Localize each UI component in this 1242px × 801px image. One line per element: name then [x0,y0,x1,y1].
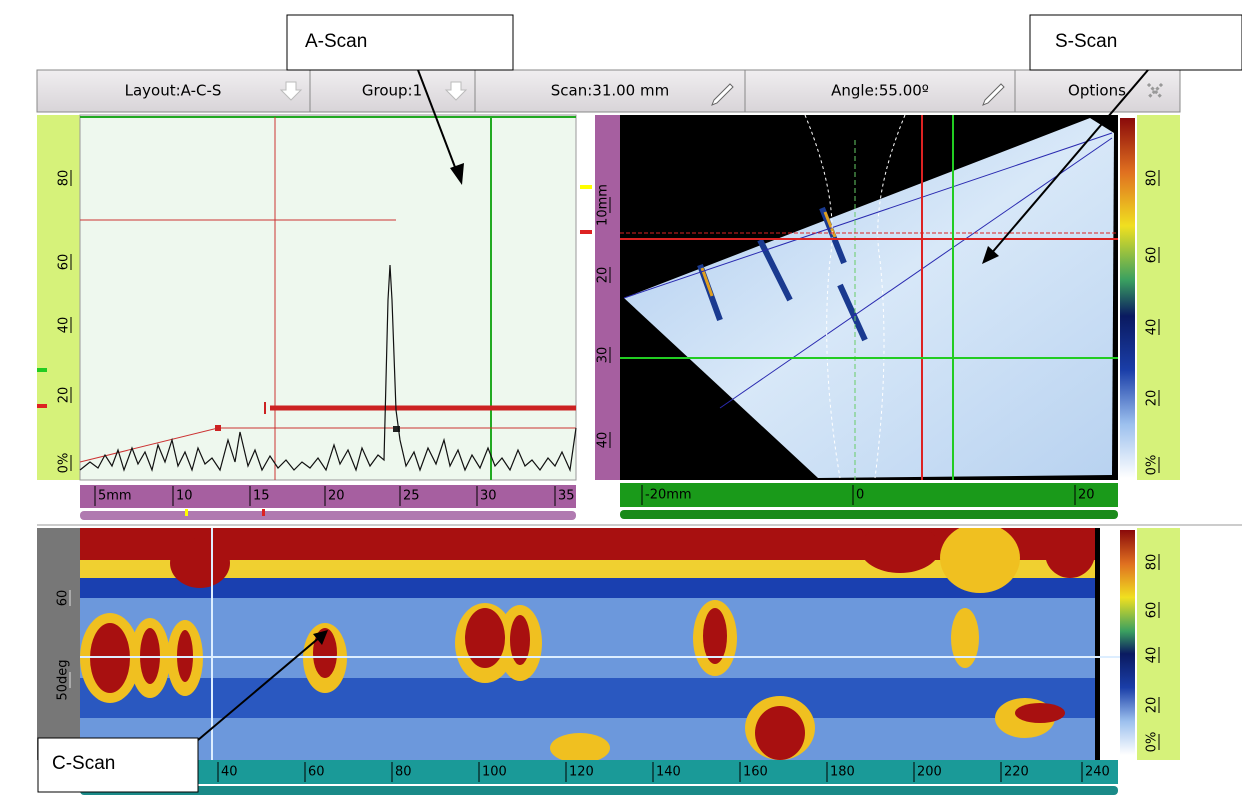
c-scan-panel [37,523,1180,795]
ruler-marker [185,509,188,516]
ruler-label: -20mm [645,488,692,503]
ruler-label: 40 [57,317,72,334]
ruler-label: 60 [57,254,72,271]
color-scale [1120,530,1135,755]
ruler-label: 20 [596,267,611,284]
index-ruler [620,483,1118,507]
level-marker [580,230,592,234]
ruler-label: 40 [596,432,611,449]
ruler-label: 20 [1145,697,1160,714]
ruler-label: 40 [221,765,238,780]
ruler-label: 60 [1145,602,1160,619]
color-scale [1120,118,1135,478]
centerline-label: CL [847,129,864,144]
s-scan-panel [580,115,1180,519]
ut-screen: A-Scan S-Scan C-Scan Layout:A-C-S Group:1… [0,0,1242,797]
depth-ruler [595,115,620,480]
toolbar-label: Layout:A-C-S [125,82,222,100]
callout-label: S-Scan [1055,31,1117,52]
ruler-label: 200 [917,765,942,780]
angle-ruler [37,528,80,760]
c-scan-band [80,678,1100,718]
ruler-label: 160 [743,765,768,780]
ruler-label: 40 [1145,647,1160,664]
a-scan-panel [37,115,576,520]
ruler-label: 0% [57,453,72,474]
ruler-label: 20 [328,489,345,504]
ruler-label: 0% [1145,455,1160,476]
ruler-label: 220 [1004,765,1029,780]
ruler-label: 10mm [596,184,611,226]
ruler-label: 60 [1145,247,1160,264]
ruler-label: 80 [395,765,412,780]
toolbar-label: Group:1 [362,82,422,100]
ruler-label: 180 [830,765,855,780]
scroll-bar[interactable] [620,510,1118,519]
ruler-label: 80 [1145,554,1160,571]
callout-label: C-Scan [52,753,115,774]
a-scan-plot [80,115,576,480]
toolbar-label: Angle:55.00º [831,82,929,100]
ruler-label: 40 [1145,319,1160,336]
ruler-label: 80 [57,170,72,187]
scroll-bar[interactable] [80,786,1118,795]
ruler-label: 25 [403,489,420,504]
ruler-label: 60 [308,765,325,780]
ruler-label: 50deg [56,659,71,700]
scroll-bar[interactable] [80,511,576,520]
ruler-label: 20 [1145,390,1160,407]
ruler-label: 60 [56,590,71,607]
c-scan-edge [1095,528,1100,760]
c-scan-plot [80,523,1100,763]
ruler-label: 10 [176,489,193,504]
ruler-label: 35 [558,489,575,504]
ruler-label: 0% [1145,732,1160,753]
toolbar-label: Scan:31.00 mm [551,82,669,100]
ruler-label: 15 [253,489,270,504]
level-marker [37,404,47,408]
ruler-label: 240 [1085,765,1110,780]
ruler-label: 140 [656,765,681,780]
ruler-label: 20 [1078,488,1095,503]
ruler-label: 30 [596,347,611,364]
ruler-label: 20 [57,387,72,404]
ruler-label: 80 [1145,170,1160,187]
level-marker [37,368,47,372]
ruler-label: 5mm [98,489,132,504]
toolbar-label: Options [1068,82,1126,100]
c-scan-band [80,578,1100,598]
ruler-label: 0 [856,488,864,503]
level-marker [580,185,592,189]
tcg-point [215,425,221,431]
ruler-label: 120 [569,765,594,780]
ruler-label: 30 [480,489,497,504]
ruler-label: 100 [482,765,507,780]
ruler-marker [262,509,265,516]
callout-label: A-Scan [305,31,367,52]
